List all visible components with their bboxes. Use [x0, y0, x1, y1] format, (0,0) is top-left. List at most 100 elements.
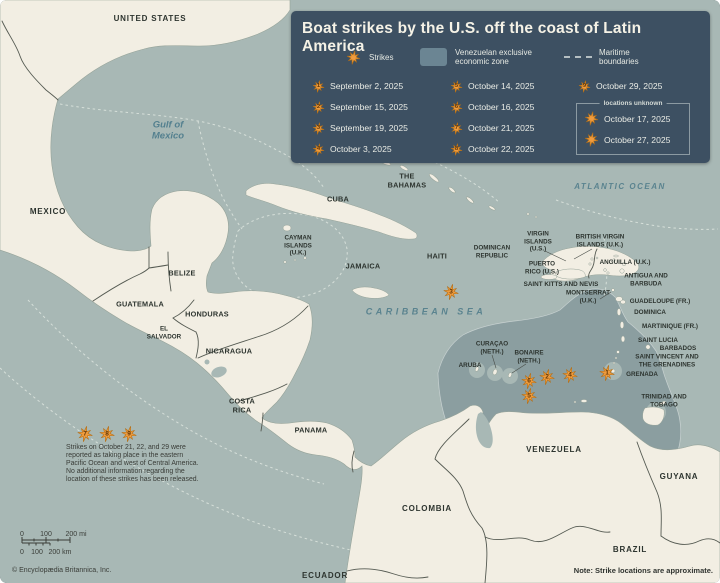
strikes-legend-star-icon	[346, 50, 361, 65]
scale-ticks	[21, 537, 71, 546]
legend-entry-9: 9 October 29, 2025	[578, 79, 662, 93]
legend-entry-5: 5 October 14, 2025	[450, 79, 534, 93]
scale-bar: 0 100 200 mi 0 100 200 km	[20, 531, 87, 556]
legend-entry-3: 3 September 19, 2025	[312, 121, 408, 135]
legend-strike-date: September 19, 2025	[330, 123, 408, 133]
strike-number: 8	[105, 430, 109, 438]
scale-km-100: 100	[31, 549, 43, 556]
strike-marker-1[interactable]: 1	[599, 365, 616, 382]
strike-marker-6[interactable]: 6	[521, 373, 538, 390]
legend-strike-number: 2	[316, 104, 321, 110]
legend-strike-number: 9	[582, 83, 587, 89]
unknown-location-star-icon	[584, 111, 599, 126]
islands	[245, 160, 667, 426]
strike-star-icon	[584, 111, 599, 126]
legend-entry-4: 4 October 3, 2025	[312, 142, 392, 156]
scale-mi-100: 100	[40, 531, 52, 538]
strike-marker-3[interactable]: 3	[443, 284, 460, 301]
unknown-location-date: October 27, 2025	[604, 134, 671, 145]
legend-key-eez-label: Venezuelan exclusive economic zone	[455, 48, 532, 67]
locations-unknown-entry-1: October 17, 2025	[584, 111, 670, 126]
strike-marker-5[interactable]: 5	[521, 388, 538, 405]
legend-strike-star-8: 8	[450, 142, 463, 156]
locations-unknown-box: locations unknown October 17, 2025 Octobe…	[576, 100, 690, 155]
legend-strike-number: 3	[316, 125, 321, 131]
strike-number: 3	[449, 288, 453, 296]
strike-marker-9[interactable]: 9	[121, 426, 138, 443]
legend-entry-8: 8 October 22, 2025	[450, 142, 534, 156]
strike-locations-note: Note: Strike locations are approximate.	[573, 566, 713, 575]
strike-star-icon	[346, 50, 361, 65]
strike-number: 6	[527, 377, 531, 385]
label-leader-lines	[491, 248, 612, 374]
strike-marker-8[interactable]: 8	[99, 426, 116, 443]
legend-strike-date: September 15, 2025	[330, 102, 408, 112]
legend-entry-2: 2 September 15, 2025	[312, 100, 408, 114]
scale-km-200: 200 km	[49, 549, 72, 556]
strike-number: 5	[527, 392, 531, 400]
legend-key-maritime-label: Maritime boundaries	[599, 48, 639, 67]
legend-strike-number: 5	[454, 83, 459, 89]
country-borders	[1, 20, 720, 583]
strike-star-icon	[443, 284, 459, 300]
strike-star-icon	[312, 142, 325, 156]
legend-entry-7: 7 October 21, 2025	[450, 121, 534, 135]
lakes	[204, 359, 493, 449]
strike-star-icon	[521, 373, 537, 389]
strike-star-icon	[450, 100, 463, 114]
legend-entry-1: 1 September 2, 2025	[312, 79, 403, 93]
strike-number: 4	[568, 371, 572, 379]
strike-marker-7[interactable]: 7	[77, 426, 94, 443]
legend-strike-number: 4	[316, 146, 321, 152]
strike-star-icon	[312, 79, 325, 93]
strike-marker-2[interactable]: 2	[539, 369, 556, 386]
scale-mi-200: 200 mi	[65, 531, 86, 538]
legend-strike-date: October 16, 2025	[468, 102, 535, 112]
map-title: Boat strikes by the U.S. off the coast o…	[302, 20, 642, 55]
strike-star-icon	[599, 365, 615, 381]
legend-strike-star-4: 4	[312, 142, 325, 156]
strike-number: 2	[545, 373, 549, 381]
legend-key-strikes-label: Strikes	[369, 53, 394, 62]
strike-star-icon	[584, 132, 599, 147]
scale-mi-0: 0	[20, 531, 24, 538]
legend-strike-date: October 22, 2025	[468, 144, 535, 154]
legend-strike-star-7: 7	[450, 121, 463, 135]
legend-strike-number: 6	[454, 104, 459, 110]
legend-strike-star-6: 6	[450, 100, 463, 114]
eez-swatch-icon	[420, 48, 447, 66]
legend-strike-star-9: 9	[578, 79, 591, 93]
strike-star-icon	[578, 79, 591, 93]
unknown-location-date: October 17, 2025	[604, 113, 671, 124]
strike-star-icon	[562, 367, 578, 383]
pacific-strikes-annotation: Strikes on October 21, 22, and 29 were r…	[66, 444, 199, 484]
legend-entry-6: 6 October 16, 2025	[450, 100, 534, 114]
legend-strike-date: October 3, 2025	[330, 144, 392, 154]
strike-star-icon	[99, 426, 115, 442]
strike-marker-4[interactable]: 4	[562, 367, 579, 384]
legend-strike-star-3: 3	[312, 121, 325, 135]
strike-star-icon	[450, 79, 463, 93]
legend-strike-number: 7	[454, 125, 459, 131]
unknown-location-star-icon	[584, 132, 599, 147]
legend-strike-number: 1	[316, 83, 321, 89]
legend-panel: Boat strikes by the U.S. off the coast o…	[291, 11, 710, 163]
strike-star-icon	[77, 426, 93, 442]
strike-star-icon	[121, 426, 137, 442]
maritime-boundary-dash-icon	[564, 56, 592, 58]
strike-star-icon	[450, 121, 463, 135]
legend-strike-number: 8	[454, 146, 459, 152]
strike-number: 1	[605, 369, 609, 377]
strike-star-icon	[521, 388, 537, 404]
strike-star-icon	[312, 100, 325, 114]
legend-strike-date: September 2, 2025	[330, 81, 404, 91]
legend-strike-star-5: 5	[450, 79, 463, 93]
legend-strike-date: October 21, 2025	[468, 123, 535, 133]
legend-strike-date: October 14, 2025	[468, 81, 535, 91]
locations-unknown-entry-2: October 27, 2025	[584, 132, 670, 147]
attribution: © Encyclopædia Britannica, Inc.	[12, 567, 112, 574]
strike-star-icon	[539, 369, 555, 385]
strike-number: 7	[83, 430, 87, 438]
